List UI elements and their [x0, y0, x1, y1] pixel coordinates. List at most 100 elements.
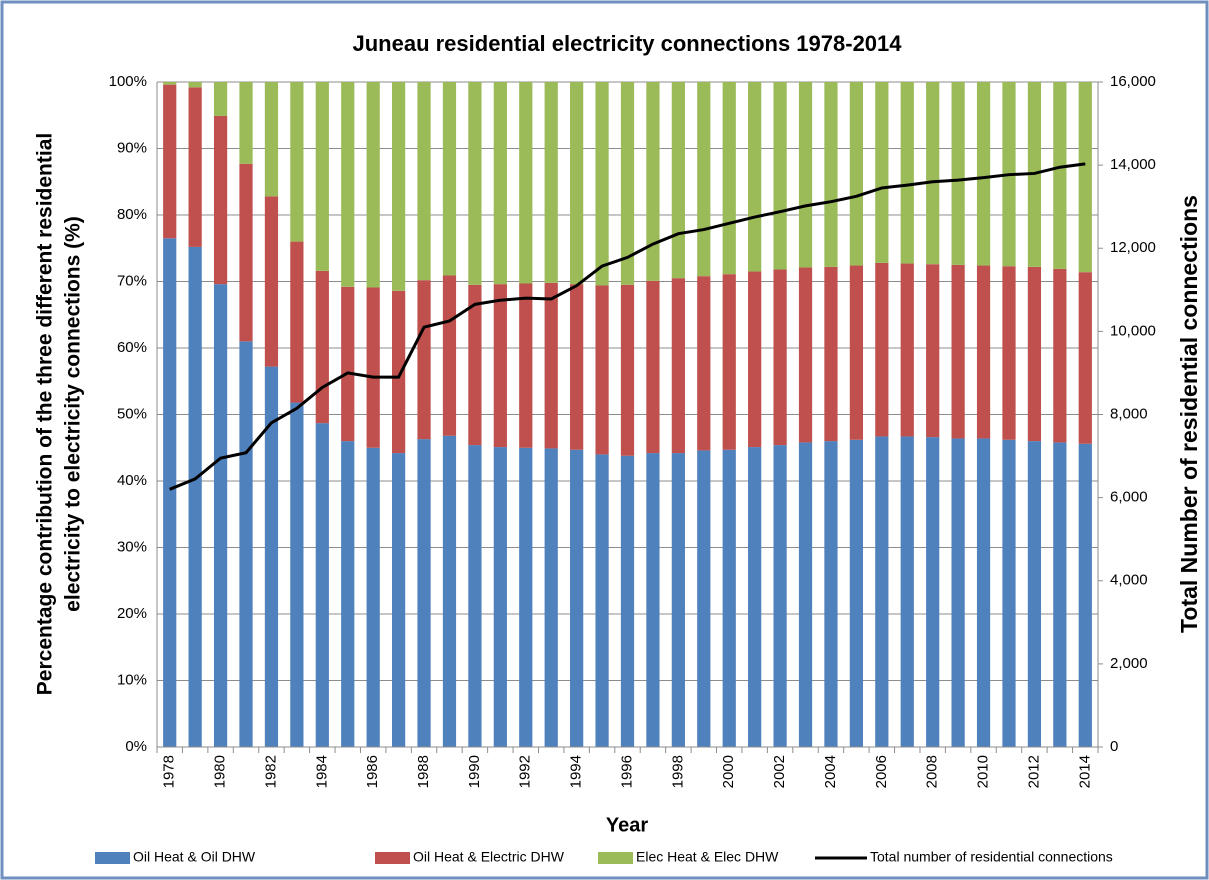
bar-segment	[366, 447, 380, 747]
bar-segment	[570, 82, 584, 285]
bar-segment	[519, 283, 533, 448]
bar-segment	[951, 438, 965, 747]
x-tick-label: 2008	[924, 755, 941, 788]
y2-tick-label: 0	[1110, 738, 1118, 755]
bar-segment	[188, 87, 202, 247]
y2-tick-label: 12,000	[1110, 239, 1156, 256]
bar-segment	[1053, 82, 1067, 269]
bar-segment	[544, 282, 558, 449]
bar-segment	[748, 447, 762, 747]
legend-label: Elec Heat & Elec DHW	[636, 849, 779, 865]
bar-segment	[951, 82, 965, 265]
x-tick-label: 1990	[466, 755, 483, 788]
y2-tick-label: 4,000	[1110, 572, 1148, 589]
bar-segment	[620, 284, 635, 456]
x-tick-label: 2010	[975, 755, 992, 788]
bar-segment	[722, 82, 736, 275]
bar-segment	[1053, 442, 1067, 747]
bar-segment	[875, 82, 889, 263]
x-tick-label: 2004	[822, 755, 839, 788]
bar-segment	[570, 449, 584, 747]
y-tick-label: 0%	[125, 738, 147, 755]
x-tick-label: 2002	[771, 755, 788, 788]
bar-segment	[341, 82, 355, 287]
bar-segment	[468, 82, 482, 285]
bar-segment	[188, 82, 202, 88]
bar-segment	[875, 436, 889, 747]
bar-segment	[239, 341, 253, 747]
bar-segment	[798, 82, 813, 268]
bar-segment	[976, 82, 991, 266]
bar-segment	[519, 82, 533, 284]
bar-segment	[442, 275, 457, 436]
bar-segment	[570, 284, 584, 450]
x-tick-label: 2006	[873, 755, 890, 788]
bar-segment	[926, 264, 940, 438]
bar-segment	[1002, 439, 1016, 747]
x-tick-label: 1986	[364, 755, 381, 788]
bar-segment	[391, 290, 406, 454]
bar-segment	[1078, 443, 1092, 747]
bar-segment	[391, 453, 406, 747]
bar-segment	[748, 82, 762, 272]
bar-segment	[188, 246, 202, 748]
bar-segment	[163, 238, 177, 747]
bar-segment	[1002, 266, 1016, 440]
bar-segment	[213, 284, 228, 747]
y-tick-label: 90%	[117, 139, 147, 156]
bar-segment	[697, 276, 711, 451]
bar-segment	[824, 441, 838, 747]
y-tick-label: 10%	[117, 671, 147, 688]
x-tick-label: 2012	[1025, 755, 1042, 788]
bar-segment	[773, 269, 787, 446]
bar-segment	[417, 280, 431, 440]
y-tick-label: 40%	[117, 472, 147, 489]
bar-segment	[417, 82, 431, 281]
y-axis-title: electricity to electricity connections (…	[62, 216, 85, 612]
bar-segment	[391, 82, 406, 291]
x-tick-label: 1992	[517, 755, 534, 788]
legend-swatch	[598, 852, 633, 864]
x-tick-label: 1996	[618, 755, 635, 788]
bar-segment	[849, 439, 864, 747]
bar-segment	[163, 82, 177, 85]
bar-segment	[671, 453, 685, 747]
bar-segment	[798, 442, 813, 747]
bar-segment	[341, 441, 355, 747]
bar-segment	[773, 82, 787, 270]
bar-segment	[290, 241, 304, 403]
bar-segment	[493, 82, 507, 285]
bar-segment	[1053, 268, 1067, 443]
bar-segment	[671, 82, 685, 279]
y-tick-label: 50%	[117, 405, 147, 422]
y2-tick-label: 10,000	[1110, 322, 1156, 339]
bar-segment	[315, 82, 329, 271]
bar-segment	[875, 262, 889, 437]
bar-segment	[595, 82, 609, 286]
y2-tick-label: 2,000	[1110, 655, 1148, 672]
x-tick-label: 1984	[313, 755, 330, 788]
bar-segment	[926, 437, 940, 747]
x-tick-label: 2014	[1076, 755, 1093, 788]
y2-axis-title: Total Number of residential connections	[1176, 195, 1202, 633]
bar-segment	[976, 265, 991, 439]
y-tick-label: 20%	[117, 605, 147, 622]
bar-segment	[646, 280, 660, 454]
y-tick-label: 100%	[109, 73, 147, 90]
bar-segment	[239, 163, 253, 342]
bar-segment	[366, 287, 380, 448]
bar-segment	[646, 453, 660, 747]
bar-segment	[849, 82, 864, 266]
x-tick-label: 1998	[669, 755, 686, 788]
bar-segment	[951, 264, 965, 439]
bar-segment	[519, 447, 533, 747]
bar-segment	[493, 284, 507, 448]
x-tick-label: 1980	[212, 755, 229, 788]
bar-segment	[595, 285, 609, 455]
bar-segment	[900, 436, 914, 747]
bar-segment	[213, 82, 228, 116]
bar-segment	[468, 284, 482, 446]
y2-tick-label: 8,000	[1110, 405, 1148, 422]
x-tick-label: 1994	[568, 755, 585, 788]
